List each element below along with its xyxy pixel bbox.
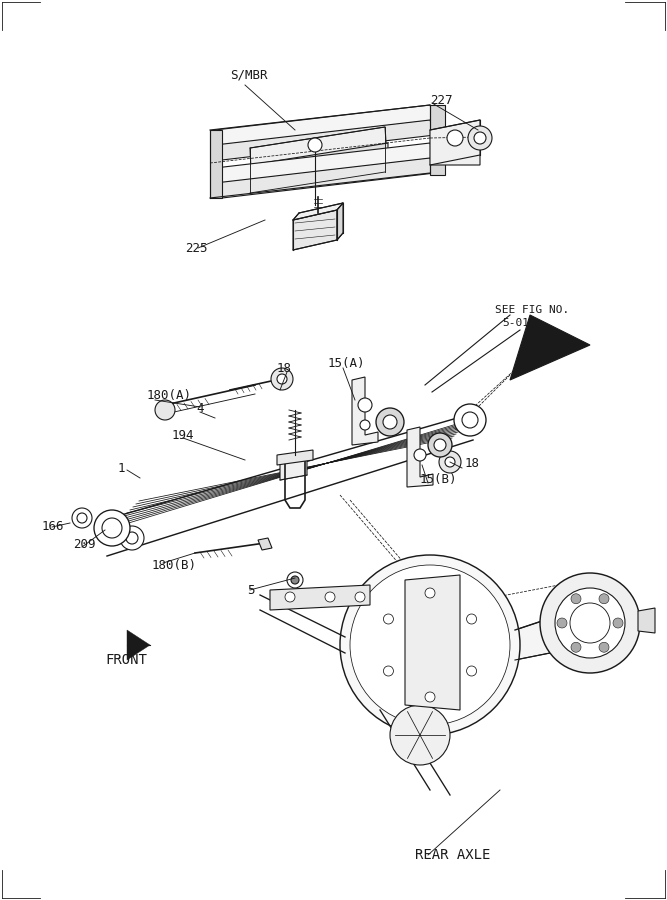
Polygon shape [405, 575, 460, 710]
Ellipse shape [287, 572, 303, 588]
Ellipse shape [462, 412, 478, 428]
Polygon shape [280, 455, 307, 480]
Ellipse shape [94, 510, 130, 546]
Text: 225: 225 [185, 241, 207, 255]
Text: 4: 4 [196, 401, 203, 415]
Ellipse shape [102, 518, 122, 538]
Polygon shape [430, 105, 445, 175]
Polygon shape [215, 105, 435, 145]
Polygon shape [215, 143, 435, 183]
Polygon shape [515, 605, 590, 660]
Ellipse shape [77, 513, 87, 523]
Ellipse shape [428, 433, 452, 457]
Ellipse shape [474, 132, 486, 144]
Ellipse shape [467, 666, 476, 676]
Text: 227: 227 [430, 94, 452, 106]
Text: FRONT: FRONT [105, 653, 147, 667]
Text: S/MBR: S/MBR [230, 68, 267, 82]
Ellipse shape [414, 449, 426, 461]
Ellipse shape [467, 614, 476, 624]
Ellipse shape [390, 705, 450, 765]
Ellipse shape [447, 130, 463, 146]
Polygon shape [250, 143, 388, 193]
Ellipse shape [277, 374, 287, 384]
Ellipse shape [383, 415, 397, 429]
Ellipse shape [285, 592, 295, 602]
Ellipse shape [376, 408, 404, 436]
Text: 5-01: 5-01 [502, 318, 529, 328]
Ellipse shape [468, 126, 492, 150]
Ellipse shape [439, 451, 461, 473]
Ellipse shape [425, 588, 435, 598]
Polygon shape [270, 585, 370, 610]
Text: 194: 194 [172, 428, 195, 442]
Ellipse shape [384, 666, 394, 676]
Text: 18: 18 [277, 362, 292, 374]
Ellipse shape [340, 555, 520, 735]
Ellipse shape [425, 692, 435, 702]
Ellipse shape [126, 532, 138, 544]
Polygon shape [215, 158, 435, 198]
Polygon shape [352, 377, 378, 445]
Polygon shape [258, 538, 272, 550]
Text: 15(B): 15(B) [420, 473, 458, 487]
Polygon shape [638, 608, 655, 633]
Ellipse shape [355, 592, 365, 602]
Ellipse shape [72, 508, 92, 528]
Ellipse shape [350, 565, 510, 725]
Ellipse shape [613, 618, 623, 628]
Text: 166: 166 [42, 520, 65, 534]
Ellipse shape [454, 404, 486, 436]
Ellipse shape [557, 618, 567, 628]
Text: 15(A): 15(A) [328, 356, 366, 370]
Text: 18: 18 [465, 456, 480, 470]
Text: 180(A): 180(A) [147, 389, 192, 401]
Text: 1: 1 [118, 462, 125, 474]
Text: REAR AXLE: REAR AXLE [415, 848, 490, 862]
Text: 5: 5 [247, 583, 255, 597]
Polygon shape [407, 427, 433, 487]
Ellipse shape [308, 138, 322, 152]
Polygon shape [250, 127, 388, 193]
Ellipse shape [384, 614, 394, 624]
Polygon shape [510, 315, 590, 380]
Ellipse shape [599, 643, 609, 652]
Polygon shape [277, 450, 313, 465]
Ellipse shape [360, 420, 370, 430]
Text: 209: 209 [73, 538, 95, 552]
Polygon shape [337, 203, 343, 240]
Ellipse shape [325, 592, 335, 602]
Polygon shape [293, 210, 337, 250]
Polygon shape [127, 630, 150, 660]
Ellipse shape [120, 526, 144, 550]
Polygon shape [430, 120, 480, 165]
Ellipse shape [599, 594, 609, 604]
Polygon shape [210, 130, 222, 198]
Ellipse shape [434, 439, 446, 451]
Ellipse shape [571, 594, 581, 604]
Ellipse shape [571, 643, 581, 652]
Ellipse shape [555, 588, 625, 658]
Text: SEE FIG NO.: SEE FIG NO. [495, 305, 569, 315]
Ellipse shape [445, 457, 455, 467]
Polygon shape [293, 203, 343, 220]
Text: 180(B): 180(B) [152, 559, 197, 572]
Ellipse shape [540, 573, 640, 673]
Ellipse shape [570, 603, 610, 643]
Ellipse shape [358, 398, 372, 412]
Ellipse shape [291, 576, 299, 584]
Ellipse shape [271, 368, 293, 390]
Ellipse shape [155, 400, 175, 420]
Polygon shape [215, 120, 435, 160]
